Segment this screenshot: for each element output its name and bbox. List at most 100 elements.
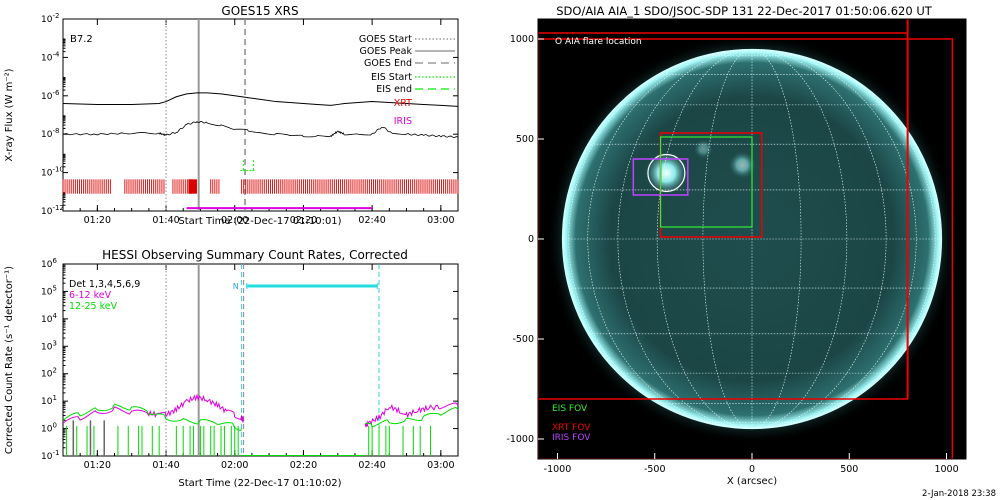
aia-xtick-label: 1000: [934, 464, 958, 475]
longitude-line: [617, 49, 753, 429]
goes-markers: [165, 19, 255, 211]
ytick-exponent: -2: [52, 12, 59, 20]
xtick-label: 01:20: [84, 460, 111, 471]
aia-xlabel: X (arcsec): [727, 476, 777, 487]
goes-xrt-coverage: [62, 179, 459, 210]
limb-outline: [561, 48, 943, 430]
flare-brightening: [644, 151, 689, 195]
goes-short-channel-line: [62, 120, 459, 138]
active-region-glow: [693, 139, 714, 159]
xtick-label: 03:00: [427, 215, 454, 226]
longitude-line: [702, 49, 753, 429]
ytick-label: 10-2: [41, 12, 59, 25]
aia-xtick-label: -500: [644, 464, 666, 475]
hessi-markers: N: [165, 264, 380, 456]
goes-legend-label: EIS end: [376, 84, 412, 95]
hessi-legend-entry: Det 1,3,4,5,6,9: [69, 279, 140, 290]
aia-ticks: -1000 -500 0 500 1000 -1000 -500 0 500 1000: [506, 34, 958, 475]
aia-xtick-label: -1000: [544, 464, 572, 475]
aia-ytick-label: 500: [516, 134, 534, 145]
iris-fov-box: [632, 158, 689, 196]
xtick-label: 01:20: [84, 215, 111, 226]
hessi-lines: [62, 393, 459, 456]
ytick-exponent: -1: [52, 449, 59, 457]
goes-long-channel-line: [62, 92, 459, 107]
xtick-label: 02:40: [358, 460, 385, 471]
goes-lines: [62, 92, 459, 138]
longitude-line: [656, 49, 753, 429]
hessi-axes-frame: [62, 263, 459, 457]
ytick-exponent: 4: [52, 312, 57, 320]
goes-legend-label: GOES Start: [359, 34, 412, 45]
hessi-night-label: N: [233, 282, 239, 291]
aia-panel: SDO/AIA AIA_1 SDO/JSOC-SDP 131 22-Dec-20…: [506, 4, 967, 487]
ytick-exponent: -10: [52, 166, 63, 174]
ytick-label: 10-4: [41, 50, 60, 63]
goes-legend-label: EIS Start: [371, 72, 412, 83]
aia-flare-location-label: O AIA flare location: [555, 37, 642, 47]
xtick-label: 02:00: [221, 215, 248, 226]
goes-ylabel: X-ray Flux (W m⁻²): [4, 68, 15, 161]
eis-fov-box: [659, 136, 753, 228]
ytick-exponent: -12: [52, 204, 63, 212]
hessi-legend-entry: 6-12 keV: [69, 290, 112, 301]
active-region-glow: [728, 151, 757, 179]
aia-xtick-label: 0: [749, 464, 755, 475]
ytick-exponent: 6: [52, 257, 57, 265]
goes-legend-label: GOES End: [364, 58, 412, 69]
ytick-label: 10-8: [41, 127, 59, 140]
aia-legend-eis-fov: EIS FOV: [552, 404, 588, 414]
ytick-label: 103: [41, 339, 57, 352]
goes-class-label: B7.2: [70, 34, 93, 45]
ytick-exponent: 5: [52, 284, 56, 292]
xrt-coverage-block: [188, 179, 197, 194]
heliographic-grid: [561, 48, 943, 430]
xtick-label: 01:40: [152, 215, 179, 226]
hessi-ylabel: Corrected Count Rate (s⁻¹ detector⁻¹): [4, 266, 15, 454]
goes-legend-label: GOES Peak: [360, 46, 413, 57]
ytick-exponent: 0: [52, 422, 56, 430]
hessi-title: HESSI Observing Summary Count Rates, Cor…: [102, 248, 408, 262]
aia-ytick-label: -500: [512, 334, 534, 345]
xtick-label: 02:00: [221, 460, 248, 471]
aia-legend-xrt-fov: XRT FOV: [552, 423, 591, 433]
ytick-exponent: -8: [52, 127, 59, 135]
hessi-series-6-12-kev: [62, 393, 244, 424]
xrt-fov-outer-box: [538, 38, 954, 459]
fov-boxes: [538, 19, 954, 459]
hessi-legend-entry: 12-25 keV: [69, 301, 118, 312]
ytick-label: 105: [41, 284, 57, 297]
goes-legend-xrt: XRT: [394, 98, 412, 109]
aia-xtick-label: 500: [840, 464, 858, 475]
longitude-line: [751, 49, 887, 429]
aia-legend-iris-fov: IRIS FOV: [552, 433, 591, 443]
hessi-series-6-12-kev: [364, 402, 459, 428]
aia-ytick-label: -1000: [506, 434, 534, 445]
xtick-label: 03:00: [427, 460, 454, 471]
xtick-label: 02:20: [290, 215, 317, 226]
ytick-label: 106: [41, 257, 57, 270]
ytick-label: 10-1: [41, 449, 59, 462]
footer-timestamp: 2-Jan-2018 23:38: [922, 489, 996, 499]
aia-ytick-label: 1000: [510, 34, 534, 45]
ytick-label: 10-12: [41, 204, 64, 217]
ytick-label: 101: [41, 394, 57, 407]
ytick-label: 100: [41, 422, 57, 435]
longitude-line: [751, 49, 802, 429]
goes-xlabel: Start Time (22-Dec-17 01:10:01): [178, 216, 341, 227]
goes-title: GOES15 XRS: [221, 4, 298, 18]
ytick-exponent: 1: [52, 394, 56, 402]
ytick-label: 10-6: [41, 89, 60, 102]
ytick-exponent: -6: [52, 89, 60, 97]
xtick-label: 02:40: [358, 215, 385, 226]
aia-title: SDO/AIA AIA_1 SDO/JSOC-SDP 131 22-Dec-20…: [556, 4, 932, 18]
ytick-exponent: 3: [52, 339, 56, 347]
xtick-label: 01:40: [152, 460, 179, 471]
aia-ytick-label: 0: [528, 234, 534, 245]
ytick-label: 10-10: [41, 166, 64, 179]
goes-legend-iris: IRIS: [394, 116, 412, 127]
